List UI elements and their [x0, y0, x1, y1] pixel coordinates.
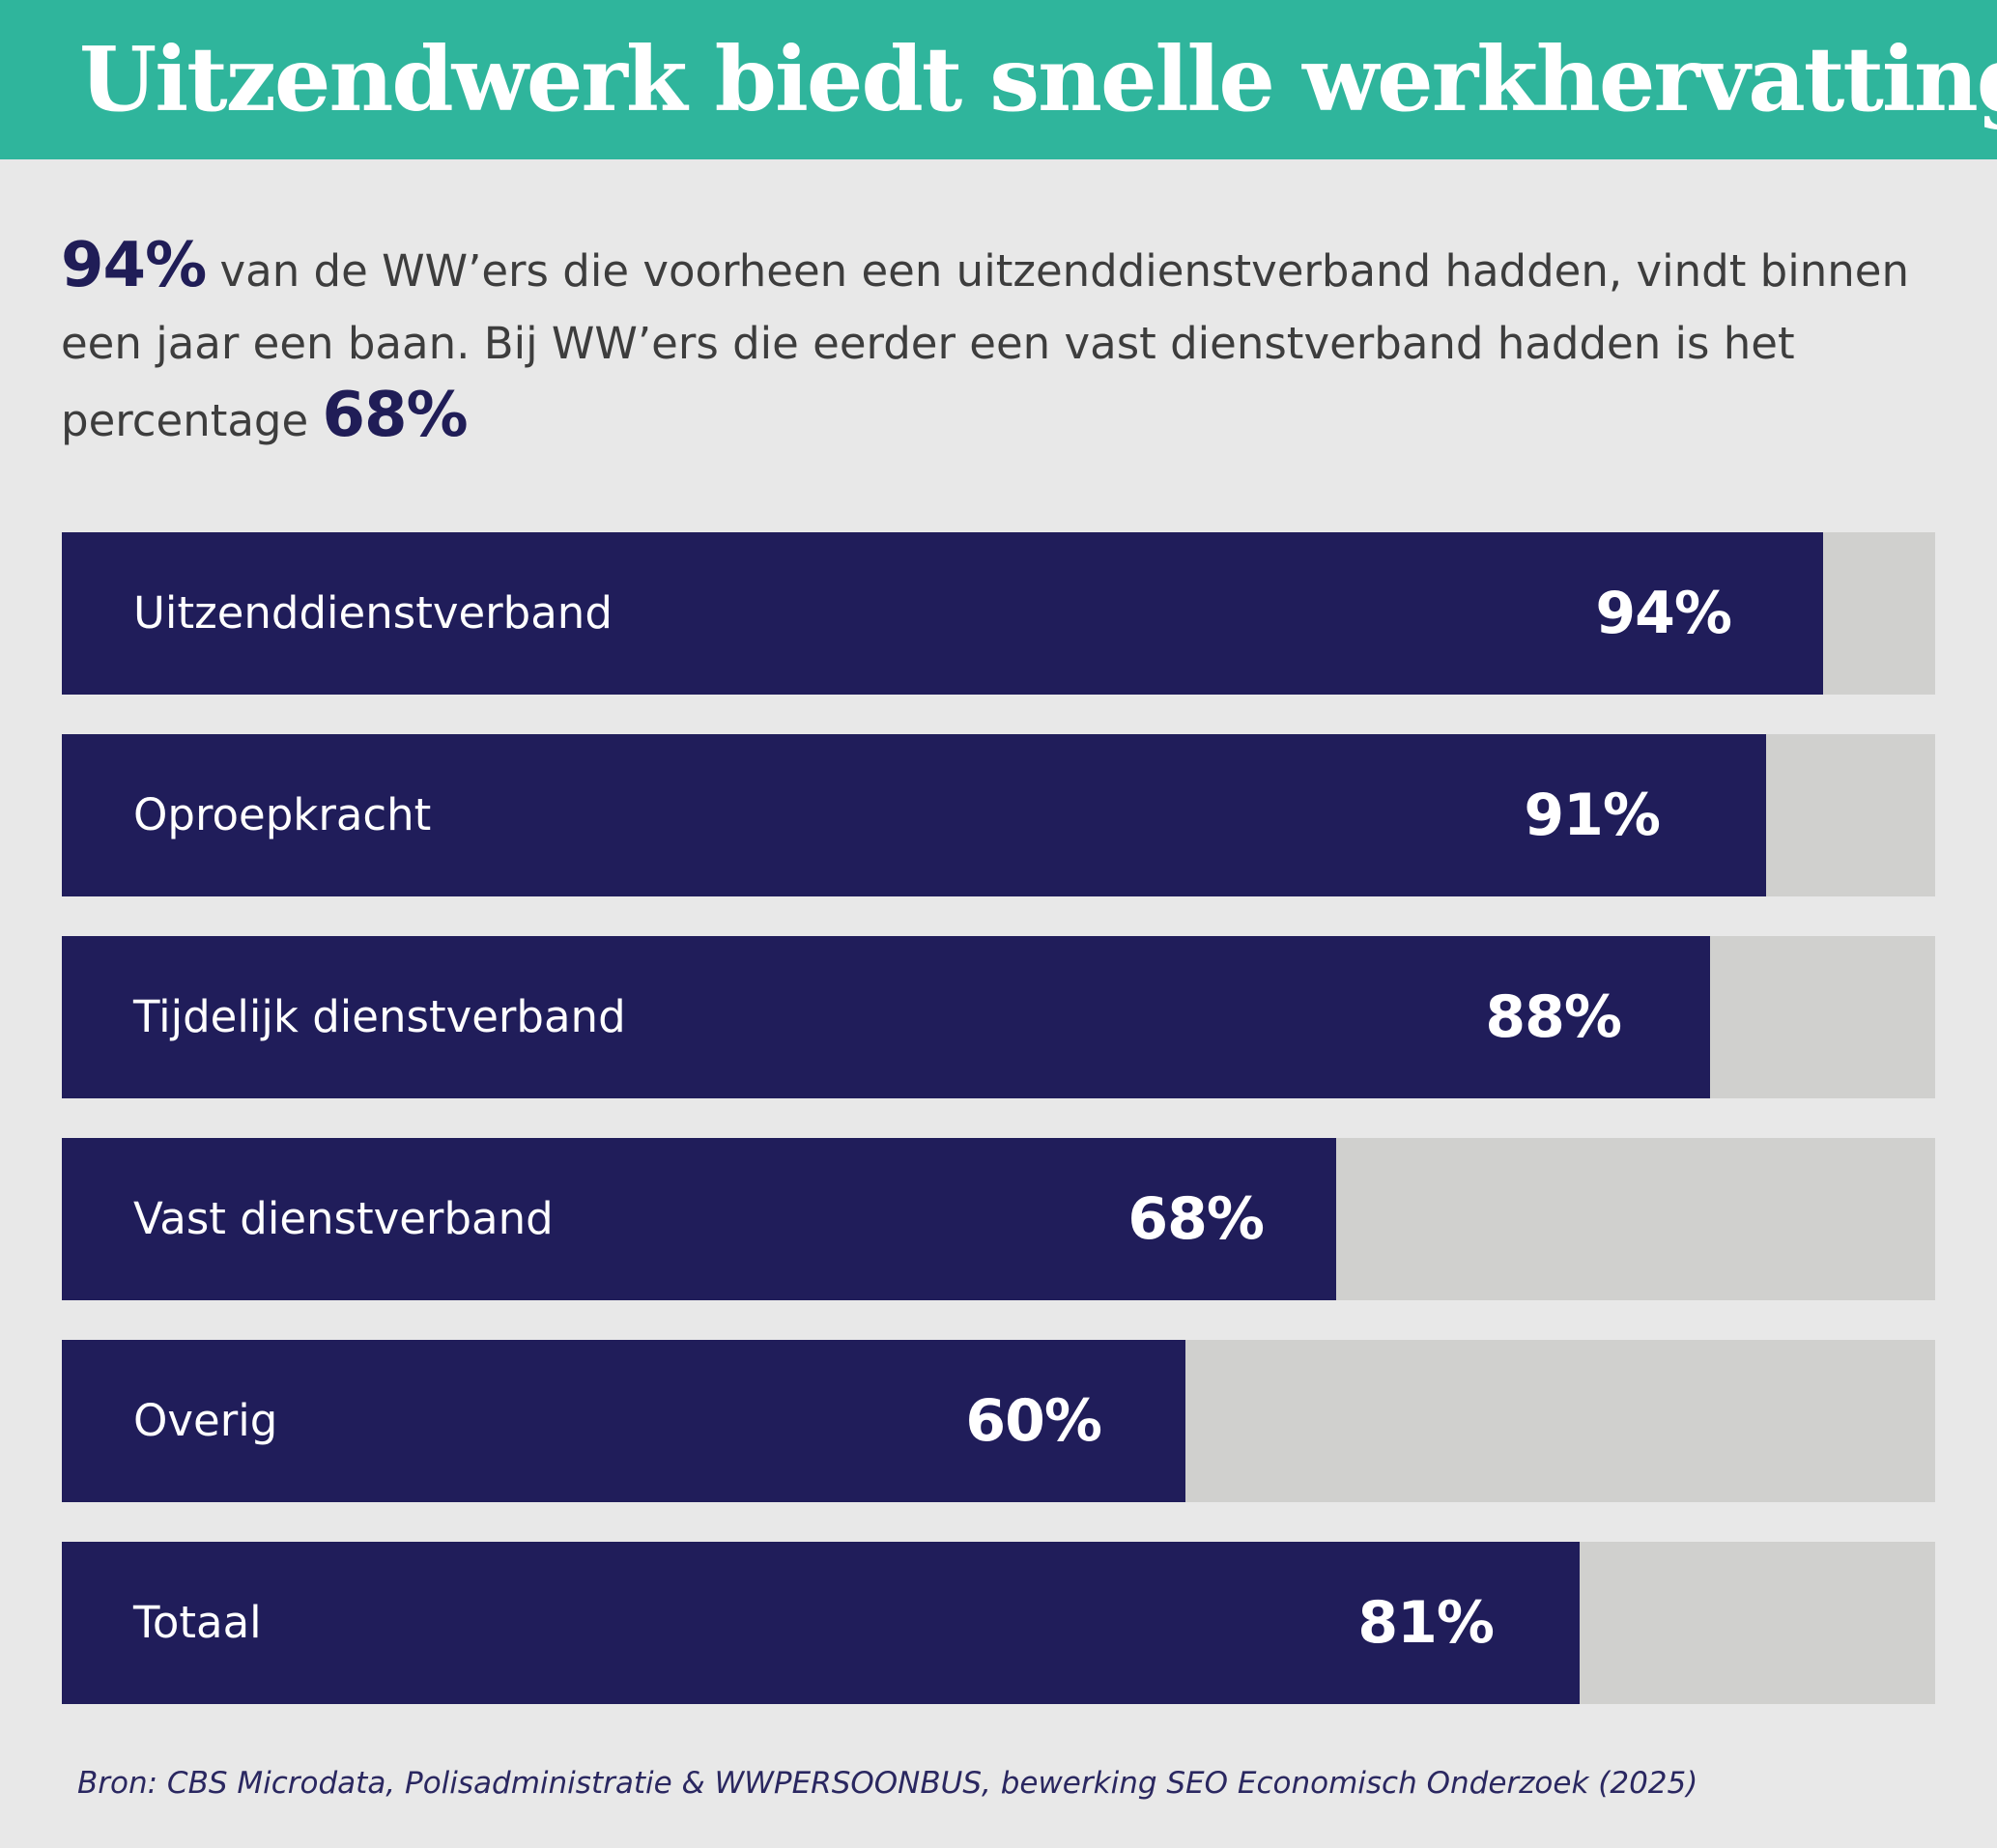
- value-label: 60%: [965, 1387, 1102, 1455]
- value-label: 68%: [1127, 1185, 1265, 1253]
- bar: [62, 532, 1823, 695]
- bar-chart: Uitzenddienstverband 94% Oproepkracht 91% Ti…: [62, 532, 1935, 1704]
- value-label: 94%: [1595, 580, 1732, 647]
- value-label: 88%: [1485, 983, 1622, 1051]
- bar-track: Vast dienstverband 68%: [62, 1138, 1935, 1300]
- bar: [62, 1340, 1185, 1502]
- category-label: Tijdelijk dienstverband: [133, 991, 626, 1042]
- bar: [62, 1542, 1580, 1704]
- source-note: Bron: CBS Microdata, Polisadministratie …: [77, 1766, 1698, 1801]
- bar: [62, 734, 1766, 896]
- value-label: 91%: [1524, 782, 1661, 849]
- bar-track: Tijdelijk dienstverband 88%: [62, 936, 1935, 1098]
- bar-track: Totaal 81%: [62, 1542, 1935, 1704]
- bar-track: Overig 60%: [62, 1340, 1935, 1502]
- bar-track: Oproepkracht 91%: [62, 734, 1935, 896]
- intro-highlight-vast: 68%: [322, 380, 468, 451]
- bar-track: Uitzenddienstverband 94%: [62, 532, 1935, 695]
- intro-body: van de WW’ers die voorheen een uitzenddi…: [61, 245, 1909, 446]
- category-label: Oproepkracht: [133, 789, 432, 840]
- bar: [62, 936, 1710, 1098]
- intro-text: 94% van de WW’ers die voorheen een uitze…: [61, 230, 1945, 457]
- chart-title: Uitzendwerk biedt snelle werkhervatting: [79, 27, 1997, 131]
- intro-highlight-uitzend: 94%: [61, 230, 207, 301]
- bar: [62, 1138, 1336, 1300]
- category-label: Overig: [133, 1395, 278, 1446]
- category-label: Vast dienstverband: [133, 1193, 554, 1244]
- category-label: Totaal: [133, 1597, 262, 1648]
- title-banner: Uitzendwerk biedt snelle werkhervatting: [0, 0, 1997, 159]
- category-label: Uitzenddienstverband: [133, 587, 613, 639]
- value-label: 81%: [1357, 1589, 1495, 1657]
